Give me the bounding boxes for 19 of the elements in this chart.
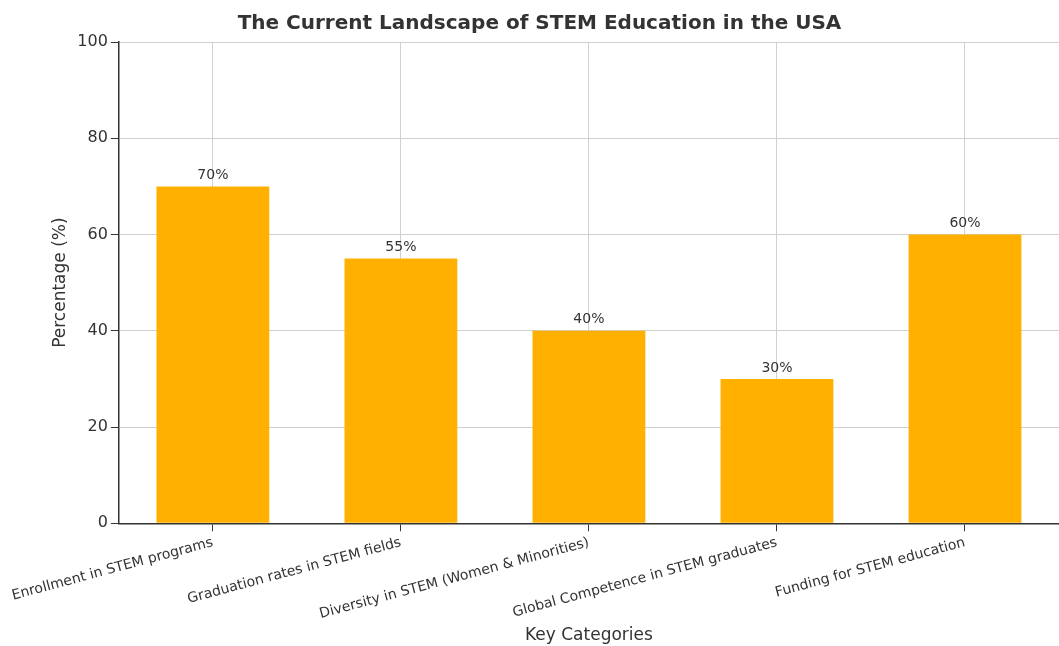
bar [156,186,270,523]
data-label: 40% [573,310,605,327]
x-axis-title: Key Categories [525,624,653,645]
data-label: 60% [949,214,981,231]
bar [532,330,646,523]
bar [908,234,1022,523]
bar [720,378,834,523]
data-label: 55% [385,238,417,255]
y-tick-label: 0 [97,512,108,532]
data-label: 30% [761,358,793,375]
y-tick-label: 100 [77,31,108,51]
data-label: 70% [197,166,229,183]
y-tick-label: 40 [87,319,108,339]
bar [344,258,458,523]
y-axis-title: Percentage (%) [48,217,69,348]
y-tick-label: 20 [87,416,108,436]
y-tick-label: 60 [87,223,108,243]
chart-title: The Current Landscape of STEM Education in the USA [237,10,842,35]
y-tick-label: 80 [87,127,108,147]
